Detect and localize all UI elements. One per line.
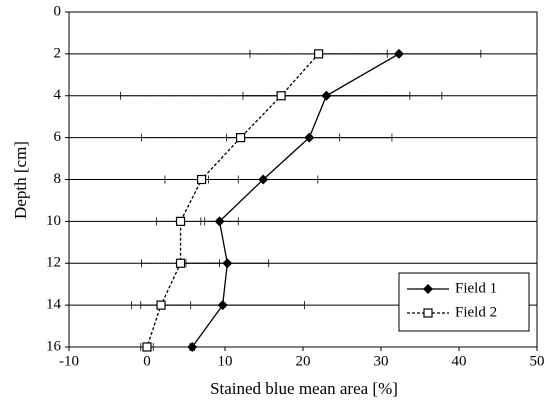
data-point [197, 174, 207, 185]
data-point [393, 48, 404, 59]
data-point [214, 216, 225, 227]
data-point [222, 258, 233, 269]
data-point [321, 90, 332, 101]
y-tick-label: 6 [54, 129, 62, 145]
x-tick-label: 30 [374, 353, 389, 369]
data-point [175, 258, 186, 268]
series-line [191, 53, 400, 348]
legend-label: Field 1 [455, 280, 497, 296]
x-tick-label: 20 [296, 353, 311, 369]
data-point [142, 342, 152, 352]
legend-marker [423, 284, 433, 294]
data-point [276, 91, 286, 101]
data-point [236, 133, 246, 143]
y-tick-label: 0 [54, 3, 62, 19]
y-tick-label: 10 [46, 213, 61, 229]
series-line [146, 53, 320, 348]
y-tick-label: 12 [46, 255, 61, 271]
y-tick-label: 14 [46, 297, 62, 313]
data-point [217, 300, 228, 311]
data-point [187, 342, 198, 352]
x-tick-label: 40 [452, 353, 467, 369]
y-tick-label: 4 [54, 87, 62, 103]
data-point [258, 174, 269, 185]
y-tick-label: 2 [54, 45, 62, 61]
y-axis-label: Depth [cm] [11, 141, 30, 219]
y-tick-label: 16 [46, 338, 62, 354]
plot-frame [68, 11, 538, 348]
x-axis-label: Stained blue mean area [%] [210, 379, 398, 398]
legend-marker [423, 308, 433, 318]
y-tick-label: 8 [54, 171, 62, 187]
legend-box [398, 272, 530, 332]
legend-label: Field 2 [455, 304, 497, 320]
x-tick-label: 50 [530, 353, 545, 369]
x-tick-label: 0 [143, 353, 151, 369]
data-point [175, 216, 186, 226]
data-point [156, 300, 166, 310]
data-point [314, 49, 324, 59]
data-point [304, 132, 315, 143]
x-tick-label: -10 [59, 353, 79, 369]
x-tick-label: 10 [218, 353, 233, 369]
